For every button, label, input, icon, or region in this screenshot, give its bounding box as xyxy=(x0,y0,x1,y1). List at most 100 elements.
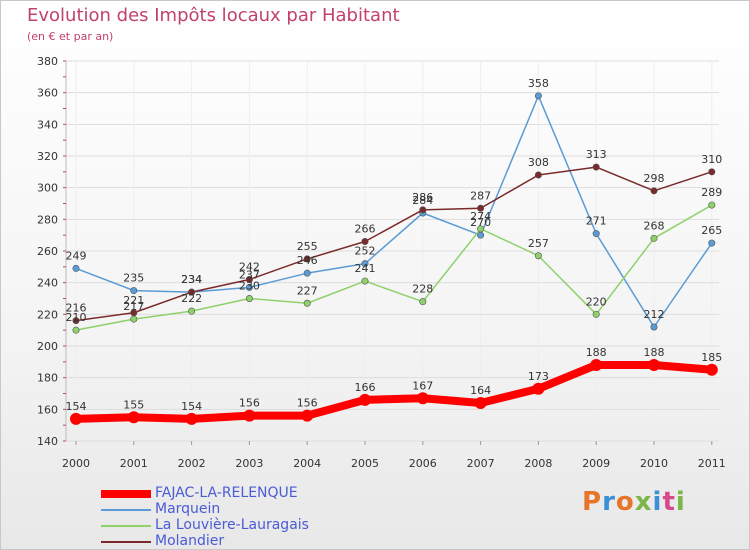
legend-label: FAJAC-LA-RELENQUE xyxy=(155,485,298,501)
data-label: 298 xyxy=(644,172,665,185)
data-point xyxy=(188,307,196,315)
data-point xyxy=(361,277,369,285)
proxiti-logo: Proxiti xyxy=(582,487,686,517)
data-label: 268 xyxy=(644,219,665,232)
series-line-2 xyxy=(75,204,713,331)
data-label: 188 xyxy=(644,346,665,359)
x-tick-label: 2010 xyxy=(640,457,668,470)
logo-letter: t xyxy=(662,487,676,517)
x-tick-label: 2011 xyxy=(698,457,726,470)
data-point xyxy=(127,411,140,424)
data-label: 270 xyxy=(470,216,491,229)
chart-title: Evolution des Impôts locaux par Habitant xyxy=(27,5,400,26)
data-point xyxy=(477,204,485,212)
data-label: 154 xyxy=(66,400,87,413)
data-label: 237 xyxy=(239,268,260,281)
data-label: 216 xyxy=(66,302,87,315)
data-point xyxy=(72,264,80,272)
legend-swatch xyxy=(101,525,151,527)
x-tick-label: 2002 xyxy=(178,457,206,470)
data-point xyxy=(245,283,253,291)
x-tick-label: 2001 xyxy=(120,457,148,470)
series-line-1 xyxy=(75,95,713,328)
data-point xyxy=(590,359,603,371)
data-label: 217 xyxy=(123,300,144,313)
data-point xyxy=(245,275,253,283)
data-point xyxy=(303,255,311,263)
data-label: 287 xyxy=(470,189,491,202)
data-label: 227 xyxy=(297,284,318,297)
data-point xyxy=(361,260,369,268)
data-label: 154 xyxy=(181,400,202,413)
data-label: 188 xyxy=(586,346,607,359)
y-tick-label: 280 xyxy=(37,213,58,226)
logo-letter: i xyxy=(675,487,686,517)
x-tick-label: 2000 xyxy=(62,457,90,470)
logo-letter: r xyxy=(602,487,616,517)
data-label: 358 xyxy=(528,77,549,90)
y-tick-label: 260 xyxy=(37,245,58,258)
data-label: 164 xyxy=(470,384,491,397)
x-tick-label: 2009 xyxy=(582,457,610,470)
data-label: 266 xyxy=(355,223,376,236)
legend-label: La Louvière-Lauragais xyxy=(155,517,309,533)
legend-swatch xyxy=(101,541,151,543)
data-label: 242 xyxy=(239,261,260,274)
x-tick-label: 2008 xyxy=(524,457,552,470)
data-label: 313 xyxy=(586,148,607,161)
data-label: 185 xyxy=(701,351,722,364)
data-point xyxy=(243,409,256,422)
y-tick-label: 180 xyxy=(37,372,58,385)
legend-label: Marquein xyxy=(155,501,221,517)
data-label: 220 xyxy=(586,295,607,308)
data-label: 241 xyxy=(355,262,376,275)
x-tick-label: 2005 xyxy=(351,457,379,470)
data-label: 310 xyxy=(701,153,722,166)
data-point xyxy=(708,201,716,209)
y-tick-label: 140 xyxy=(37,435,58,448)
x-tick-label: 2004 xyxy=(293,457,321,470)
y-tick-label: 240 xyxy=(37,277,58,290)
data-point xyxy=(477,225,485,233)
data-point xyxy=(72,326,80,334)
y-tick-label: 380 xyxy=(37,55,58,68)
data-point xyxy=(130,309,138,317)
x-tick-label: 2007 xyxy=(467,457,495,470)
data-label: 255 xyxy=(297,240,318,253)
y-tick-label: 320 xyxy=(37,150,58,163)
data-point xyxy=(592,163,600,171)
data-label: 234 xyxy=(181,273,202,286)
data-point xyxy=(303,299,311,307)
data-label: 289 xyxy=(701,186,722,199)
chart-subtitle: (en € et par an) xyxy=(27,30,114,43)
logo-letter: i xyxy=(652,487,663,517)
data-point xyxy=(419,206,427,214)
data-point xyxy=(650,323,658,331)
data-point xyxy=(416,392,429,405)
data-label: 212 xyxy=(644,308,665,321)
data-point xyxy=(534,171,542,179)
data-label: 156 xyxy=(297,397,318,410)
y-tick-label: 340 xyxy=(37,118,58,131)
logo-letter: P xyxy=(582,487,603,517)
data-point xyxy=(419,298,427,306)
data-label: 234 xyxy=(181,273,202,286)
data-point xyxy=(188,288,196,296)
data-label: 252 xyxy=(355,245,376,258)
data-point xyxy=(474,397,487,409)
y-tick-label: 220 xyxy=(37,308,58,321)
data-point xyxy=(185,412,198,425)
y-tick-label: 200 xyxy=(37,340,58,353)
logo-letter: o xyxy=(615,487,635,517)
data-point xyxy=(130,287,138,295)
x-tick-label: 2003 xyxy=(235,457,263,470)
data-point xyxy=(650,187,658,195)
data-point xyxy=(708,239,716,247)
data-point xyxy=(648,359,660,371)
data-point xyxy=(592,310,600,318)
data-point xyxy=(72,317,80,325)
data-label: 235 xyxy=(123,272,144,285)
data-label: 249 xyxy=(66,249,87,262)
